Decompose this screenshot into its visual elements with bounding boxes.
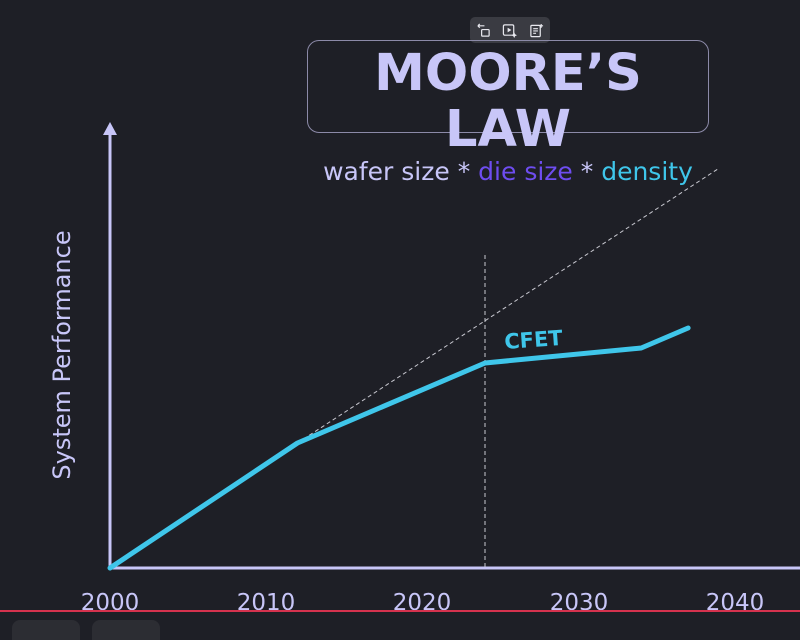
note-add-icon[interactable]: [527, 20, 547, 40]
y-axis-label: System Performance: [48, 230, 76, 480]
x-tick-label: 2020: [392, 590, 452, 616]
cfet-annotation: CFET: [503, 326, 564, 354]
chart-title: MOORE’S LAW: [374, 44, 642, 159]
subtitle-separator: *: [572, 157, 602, 186]
x-tick-label: 2000: [80, 590, 140, 616]
swap-icon[interactable]: [473, 20, 493, 40]
red-guide-line: [0, 610, 800, 612]
subtitle-separator: *: [449, 157, 479, 186]
bottom-tab[interactable]: [92, 620, 160, 640]
title-box: MOORE’S LAW wafer size * die size * dens…: [307, 40, 709, 186]
subtitle-wafer-size: wafer size: [323, 157, 450, 186]
subtitle-die-size: die size: [478, 157, 573, 186]
slide-toolbar: [470, 17, 550, 43]
chart-subtitle: wafer size * die size * density: [308, 158, 708, 186]
trend-line: [297, 167, 720, 444]
x-tick-label: 2010: [236, 590, 296, 616]
subtitle-density: density: [601, 157, 693, 186]
bottom-tab[interactable]: [12, 620, 80, 640]
x-tick-label: 2030: [549, 590, 609, 616]
y-axis-arrow-icon: [103, 122, 117, 135]
x-tick-label: 2040: [705, 590, 765, 616]
performance-series-line: [107, 325, 691, 571]
play-sparkle-icon[interactable]: [500, 20, 520, 40]
